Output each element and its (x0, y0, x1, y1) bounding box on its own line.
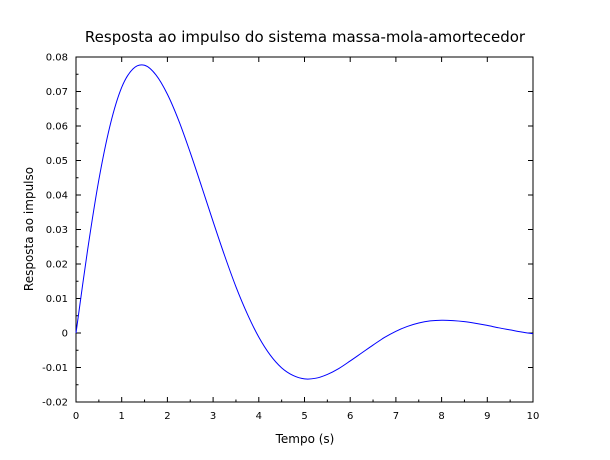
y-tick-label: 0.08 (46, 53, 68, 64)
x-tick-label: 9 (484, 411, 490, 422)
x-tick-label: 10 (527, 411, 540, 422)
y-tick-label: 0.02 (46, 260, 68, 271)
plot-area (75, 56, 534, 403)
y-tick-label: 0.07 (46, 87, 68, 98)
x-tick-label: 0 (73, 411, 79, 422)
x-tick-label: 5 (301, 411, 307, 422)
series-line (75, 64, 534, 380)
x-tick-label: 6 (347, 411, 353, 422)
x-tick-label: 3 (210, 411, 216, 422)
y-tick-label: -0.02 (42, 398, 68, 409)
y-tick-label: 0.04 (46, 191, 68, 202)
x-tick-label: 8 (438, 411, 444, 422)
y-tick-label: -0.01 (42, 363, 68, 374)
y-tick-label: 0.06 (46, 122, 68, 133)
x-tick-label: 2 (164, 411, 170, 422)
axis-ticks: 0 1 2 3 4 5 6 7 8 9 10 -0.02 -0.01 0 0.01 0.02 0.03 0.04 0… (42, 53, 539, 423)
y-tick-label: 0.05 (46, 156, 68, 167)
x-tick-label: 4 (256, 411, 262, 422)
y-tick-label: 0.01 (46, 294, 68, 305)
series-layer (75, 64, 534, 380)
y-tick-label: 0 (62, 329, 68, 340)
chart-title: Resposta ao impulso do sistema massa-mol… (85, 28, 526, 46)
y-tick-label: 0.03 (46, 225, 68, 236)
x-tick-label: 7 (393, 411, 399, 422)
x-axis-label: Tempo (s) (275, 432, 335, 446)
x-tick-label: 1 (119, 411, 125, 422)
y-axis-label: Resposta ao impulso (22, 167, 36, 291)
